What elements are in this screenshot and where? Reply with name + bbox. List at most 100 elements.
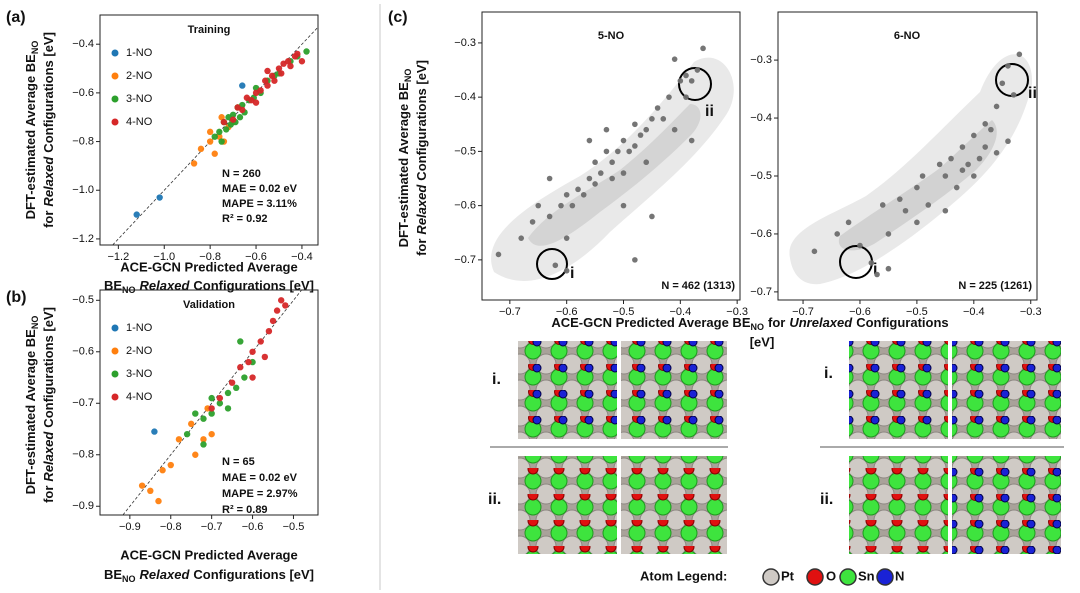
point	[224, 405, 232, 412]
point	[275, 65, 283, 72]
x-tick-label: −0.3	[1020, 306, 1042, 318]
point	[615, 148, 621, 155]
x-tick-label: −0.4	[963, 306, 985, 318]
point	[183, 430, 191, 438]
annotation: MAPE = 2.97%	[222, 488, 298, 500]
x-axis-label: ACE-GCN Predicted Average	[120, 547, 297, 562]
plot-frame	[481, 11, 741, 301]
point	[220, 118, 228, 126]
point	[688, 137, 695, 144]
point	[688, 78, 695, 84]
point	[192, 451, 199, 458]
point	[971, 132, 977, 139]
point	[936, 161, 943, 168]
point	[597, 170, 604, 176]
point	[282, 302, 289, 309]
plot: −1.2 −1.0 −0.8 −0.6 −0.4 −1.2 −1.0 −0.8 −0.6 −0.4…	[72, 14, 319, 263]
annotation: R² = 0.92	[222, 213, 268, 225]
y-tick-label: −0.4	[454, 91, 476, 103]
point	[298, 58, 306, 65]
point	[237, 338, 244, 345]
x-tick-label: −1.0	[153, 251, 175, 263]
point	[552, 262, 559, 269]
point	[175, 436, 183, 443]
point	[159, 467, 166, 474]
y-tick-label: −0.8	[72, 449, 94, 461]
legend-marker	[111, 72, 119, 80]
y-tick-label: −1.0	[72, 184, 94, 196]
highlight-label: ii	[705, 103, 714, 120]
point	[278, 70, 285, 77]
x-tick-label: −0.7	[792, 306, 814, 318]
y-tick-label: −0.5	[454, 145, 476, 157]
point	[138, 482, 146, 489]
point	[273, 307, 281, 314]
point	[224, 389, 232, 397]
structure-label: ii.	[820, 491, 833, 508]
y-tick-label: −0.6	[454, 200, 476, 212]
y-axis-label: forRelaxedConfigurations [eV]	[41, 307, 56, 503]
y-tick-label: −0.6	[72, 346, 94, 358]
structure-label: ii.	[488, 491, 501, 508]
y-tick-label: −0.6	[750, 228, 772, 240]
point	[654, 105, 661, 111]
legend-label: 2-NO	[126, 70, 153, 82]
point	[834, 231, 840, 237]
x-tick-label: −0.8	[199, 251, 221, 263]
point	[575, 186, 581, 193]
point	[261, 353, 269, 361]
y-tick-label: −0.7	[454, 254, 476, 266]
point	[632, 121, 638, 128]
point	[208, 410, 215, 417]
x-axis-label: BENO Relaxed Configurations [eV]	[104, 567, 314, 584]
point	[546, 175, 553, 182]
legend-label: 4-NO	[126, 391, 153, 403]
atom-legend-title: Atom Legend:	[640, 568, 727, 583]
point	[228, 379, 236, 386]
point	[245, 358, 252, 366]
point	[495, 251, 502, 258]
point	[885, 231, 892, 237]
x-tick-label: −0.4	[669, 306, 691, 318]
point	[252, 99, 260, 106]
point	[993, 150, 1000, 156]
point	[232, 384, 240, 392]
point	[269, 317, 277, 325]
point	[190, 160, 198, 167]
point	[857, 242, 863, 249]
point	[694, 67, 701, 73]
point	[218, 114, 225, 121]
point	[223, 126, 230, 133]
chart-title: Training	[188, 24, 231, 36]
point	[216, 133, 223, 140]
x-axis-label: BENO Relaxed Configurations [eV]	[104, 278, 314, 295]
annotation: N = 65	[222, 456, 255, 468]
point	[249, 348, 256, 355]
point	[535, 202, 542, 209]
point	[993, 103, 1000, 110]
structure-images	[516, 339, 1063, 556]
point	[649, 116, 655, 122]
y-tick-label: −0.5	[72, 294, 94, 306]
point	[683, 94, 689, 100]
point	[649, 213, 655, 220]
point	[609, 175, 615, 182]
y-tick-label: −0.7	[750, 286, 772, 298]
legend-label: 1-NO	[126, 47, 153, 59]
x-tick-label: −0.9	[119, 521, 141, 533]
x-tick-label: −0.4	[291, 251, 313, 263]
y-tick-label: −0.3	[750, 54, 772, 66]
point	[988, 126, 994, 133]
point	[262, 77, 269, 84]
point	[971, 173, 977, 179]
point	[982, 121, 988, 127]
x-tick-label: −0.6	[242, 521, 264, 533]
point	[236, 114, 244, 121]
point	[874, 271, 880, 278]
point	[192, 410, 199, 417]
point	[303, 48, 310, 55]
point	[216, 128, 223, 136]
point	[811, 248, 818, 255]
annotation: MAE = 0.02 eV	[222, 472, 298, 484]
